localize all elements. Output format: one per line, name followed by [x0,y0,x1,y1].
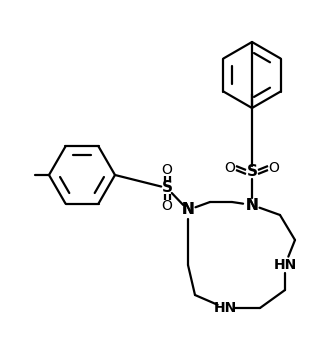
Text: N: N [182,203,194,218]
Text: S: S [247,165,257,180]
Text: O: O [269,161,280,175]
Text: S: S [161,181,173,196]
Text: N: N [246,198,258,213]
Text: N: N [182,203,194,218]
Text: N: N [246,198,258,213]
Text: HN: HN [273,258,297,272]
Text: HN: HN [214,301,237,315]
Text: O: O [224,161,235,175]
Text: O: O [162,199,173,213]
Text: O: O [162,163,173,177]
